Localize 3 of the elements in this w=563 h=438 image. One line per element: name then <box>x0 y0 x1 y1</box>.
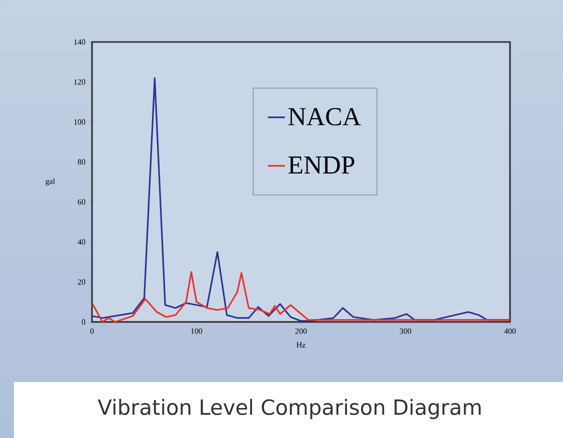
text: Vibration Level Comparison Diagram <box>98 398 481 420</box>
legend-label: ENDP <box>288 156 354 174</box>
legend-label: NACA <box>288 108 361 126</box>
